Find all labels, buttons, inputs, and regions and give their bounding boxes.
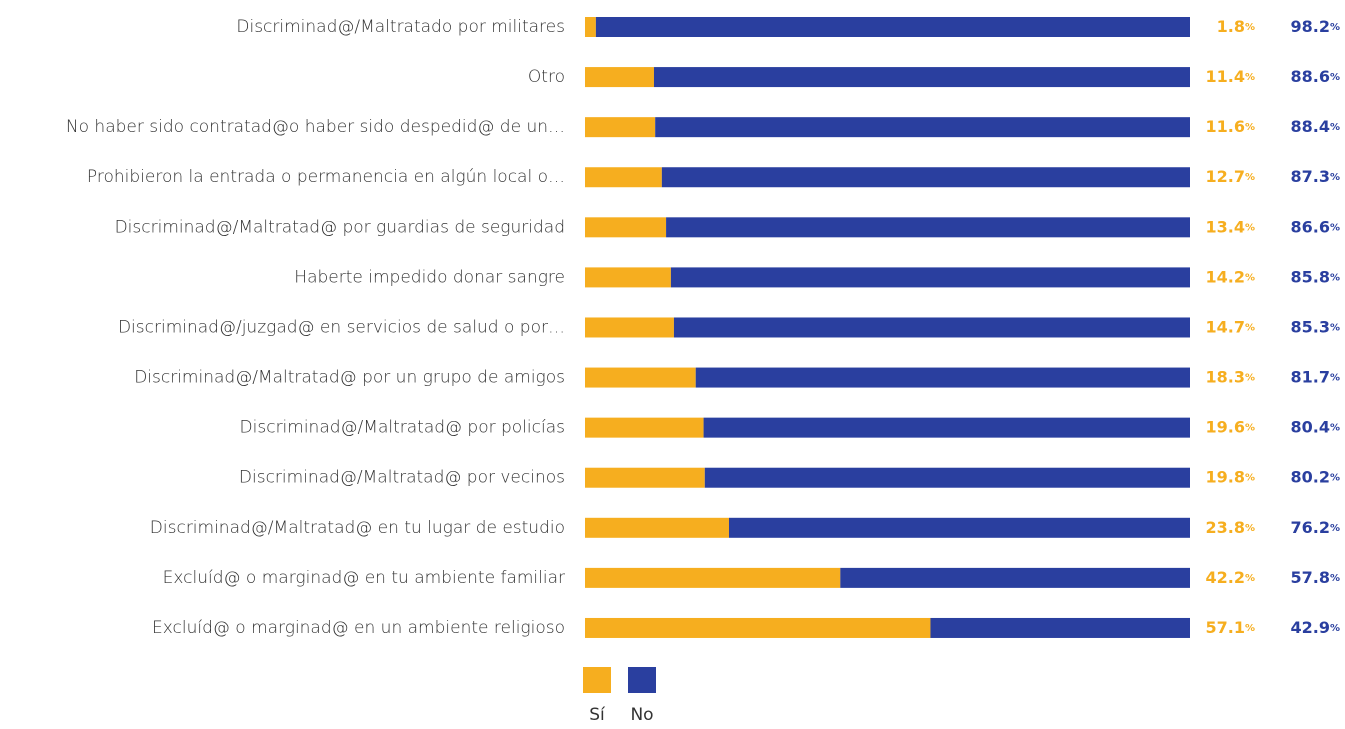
bar-segment	[585, 367, 696, 388]
value-label: 87.3%	[1290, 167, 1340, 186]
category-label: Otro	[528, 67, 565, 87]
value-label: 76.2%	[1290, 517, 1340, 536]
bar-segment	[704, 467, 1190, 488]
bar-segment	[653, 67, 1190, 88]
category-label: Discriminad@/Maltratad@ por guardias de …	[115, 217, 565, 237]
value-label: 14.7%	[1205, 317, 1255, 336]
value-label: 86.6%	[1290, 217, 1340, 236]
category-label: Discriminad@/juzgad@ en servicios de sal…	[118, 317, 565, 337]
legend-swatch	[628, 667, 656, 693]
value-label: 57.8%	[1290, 567, 1340, 586]
category-label: Discriminad@/Maltratad@ por vecinos	[239, 468, 565, 488]
bar-segment	[585, 317, 674, 338]
value-label: 11.6%	[1205, 117, 1255, 136]
bar-segment	[703, 417, 1190, 438]
category-label: Discriminad@/Maltratad@ por policías	[240, 418, 565, 438]
bar-segment	[585, 417, 704, 438]
bar-segment	[585, 217, 667, 238]
bar-segment	[930, 617, 1190, 638]
bar-segment	[585, 517, 729, 538]
value-label: 12.7%	[1205, 167, 1255, 186]
bar-segment	[840, 567, 1190, 588]
bar-segment	[655, 117, 1190, 138]
bar-segment	[595, 17, 1190, 37]
value-label: 42.9%	[1290, 617, 1340, 636]
category-label: No haber sido contratad@o haber sido des…	[66, 117, 565, 137]
bar-segment	[661, 167, 1190, 188]
value-label: 85.8%	[1290, 267, 1340, 286]
legend-label: Sí	[589, 705, 606, 725]
legend-label: No	[630, 705, 653, 725]
value-label: 19.8%	[1205, 467, 1255, 486]
value-label: 23.8%	[1205, 517, 1255, 536]
bar-segment	[728, 517, 1190, 538]
value-label: 11.4%	[1205, 67, 1255, 86]
bar-segment	[585, 167, 662, 188]
value-label: 19.6%	[1205, 417, 1255, 436]
value-label: 1.8%	[1217, 17, 1255, 36]
value-label: 88.6%	[1290, 67, 1340, 86]
category-label: Discriminad@/Maltratad@ en tu lugar de e…	[150, 518, 565, 538]
bar-segment	[585, 67, 654, 88]
bar-segment	[585, 17, 596, 37]
value-label: 98.2%	[1290, 17, 1340, 36]
value-label: 57.1%	[1205, 617, 1255, 636]
value-label: 14.2%	[1205, 267, 1255, 286]
bar-segment	[585, 267, 671, 288]
bar-segment	[585, 567, 841, 588]
category-label: Prohibieron la entrada o permanencia en …	[87, 167, 565, 187]
value-label: 80.2%	[1290, 467, 1340, 486]
bar-segment	[670, 267, 1190, 288]
bar-segment	[695, 367, 1190, 388]
category-label: Excluíd@ o marginad@ en tu ambiente fami…	[163, 568, 565, 588]
bar-segment	[585, 117, 656, 138]
legend-swatch	[583, 667, 611, 693]
category-label: Discriminad@/Maltratado por militares	[236, 17, 565, 37]
value-label: 13.4%	[1205, 217, 1255, 236]
bar-segment	[673, 317, 1190, 338]
value-label: 88.4%	[1290, 117, 1340, 136]
value-label: 81.7%	[1290, 367, 1340, 386]
bar-segment	[666, 217, 1190, 238]
category-label: Haberte impedido donar sangre	[294, 267, 565, 287]
bar-segment	[585, 467, 705, 488]
value-label: 85.3%	[1290, 317, 1340, 336]
value-label: 18.3%	[1205, 367, 1255, 386]
category-label: Discriminad@/Maltratad@ por un grupo de …	[134, 368, 565, 388]
bar-segment	[585, 617, 931, 638]
value-label: 42.2%	[1205, 567, 1255, 586]
category-label: Excluíd@ o marginad@ en un ambiente reli…	[152, 618, 565, 638]
value-label: 80.4%	[1290, 417, 1340, 436]
